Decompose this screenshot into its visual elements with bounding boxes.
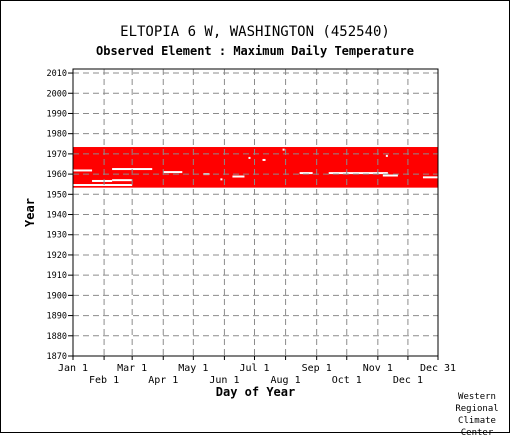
x-tick-label-bottom-5: Oct 1 — [332, 375, 362, 386]
chart-subtitle: Observed Element : Maximum Daily Tempera… — [96, 44, 414, 58]
credit-line-3: Climate — [458, 416, 496, 426]
y-tick-label-1930: 1930 — [47, 231, 67, 241]
x-tick-label-top-5: Sep 1 — [302, 363, 332, 374]
x-tick-label-bottom-4: Aug 1 — [271, 375, 301, 386]
x-tick-label-bottom-6: Dec 1 — [393, 375, 423, 386]
plot-border — [72, 68, 439, 357]
y-tick-label-1890: 1890 — [47, 312, 67, 322]
wrcc-credit: Western Regional Climate Center — [451, 391, 503, 439]
missing-segment-4 — [73, 169, 93, 172]
missing-segment-9 — [220, 178, 223, 181]
y-tick-label-1940: 1940 — [47, 211, 67, 221]
missing-segment-12 — [299, 172, 313, 175]
x-tick-label-top-2: Mar 1 — [117, 363, 147, 374]
missing-segment-17 — [282, 148, 285, 151]
x-axis-label: Day of Year — [216, 385, 295, 399]
missing-segment-2 — [92, 179, 113, 182]
missing-segment-8 — [232, 175, 245, 178]
y-tick-label-1920: 1920 — [47, 251, 67, 261]
credit-line-4: Center — [460, 428, 494, 438]
missing-segment-13 — [328, 172, 388, 175]
chart-title: ELTOPIA 6 W, WASHINGTON (452540) — [120, 24, 390, 40]
missing-segment-3 — [112, 179, 133, 182]
y-tick-label-1980: 1980 — [47, 130, 67, 140]
x-tick-label-top-6: Nov 1 — [363, 363, 393, 374]
x-tick-label-bottom-2: Apr 1 — [148, 375, 178, 386]
missing-segment-1 — [73, 184, 133, 187]
y-tick-label-1910: 1910 — [47, 271, 67, 281]
y-tick-label-1880: 1880 — [47, 332, 67, 342]
missing-segment-11 — [262, 158, 266, 161]
x-tick-label-top-4: Jul 1 — [239, 363, 269, 374]
missing-segment-6 — [163, 171, 183, 174]
credit-line-2: Regional — [455, 404, 499, 414]
y-tick-label-1950: 1950 — [47, 190, 67, 200]
x-tick-label-bottom-1: Feb 1 — [89, 375, 119, 386]
y-tick-label-1960: 1960 — [47, 170, 67, 180]
x-tick-label-bottom-3: Jun 1 — [209, 375, 239, 386]
missing-segment-10 — [248, 156, 251, 159]
y-tick-label-2000: 2000 — [47, 89, 67, 99]
credit-line-1: Western — [458, 392, 496, 402]
x-tick-label-top-1: Jan 1 — [58, 363, 88, 374]
y-tick-label-1990: 1990 — [47, 109, 67, 119]
y-tick-label-1970: 1970 — [47, 150, 67, 160]
x-tick-label-top-3: May 1 — [178, 363, 208, 374]
plot-area — [73, 69, 438, 356]
missing-segment-14 — [382, 174, 398, 177]
temperature-record-chart: 1870 1880 1890 1900 1910 1920 1930 1940 1950 1960… — [23, 68, 456, 399]
y-tick-label-1870: 1870 — [47, 352, 67, 362]
x-tick-label-top-7: Dec 31 — [420, 363, 456, 374]
missing-segment-15 — [422, 176, 438, 179]
y-tick-label-2010: 2010 — [47, 69, 67, 79]
y-tick-label-1900: 1900 — [47, 291, 67, 301]
missing-segment-16 — [385, 154, 388, 157]
y-axis-label: Year — [23, 198, 37, 227]
observed-band-1 — [73, 147, 438, 188]
